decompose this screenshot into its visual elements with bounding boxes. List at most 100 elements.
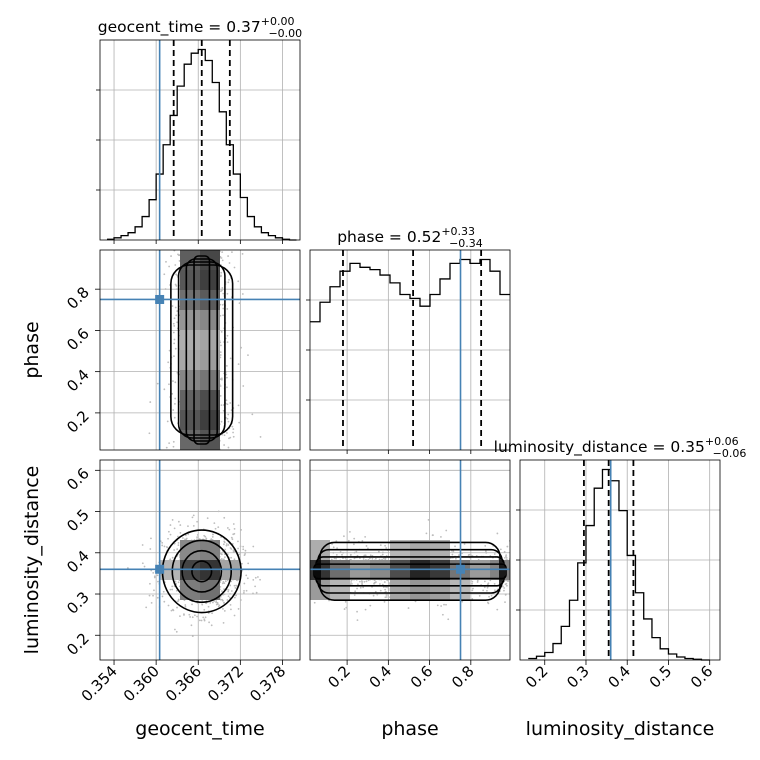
sample-point — [152, 594, 154, 597]
sample-point — [225, 364, 228, 367]
sample-point — [173, 342, 176, 345]
sample-point — [225, 544, 228, 547]
sample-point — [427, 519, 430, 521]
sample-point — [225, 373, 228, 376]
sample-point — [332, 546, 335, 549]
sample-point — [223, 434, 226, 437]
sample-point — [204, 616, 207, 619]
sample-point — [387, 589, 390, 591]
sample-point — [382, 557, 385, 560]
sample-point — [355, 550, 358, 553]
sample-point — [226, 292, 229, 295]
sample-point — [242, 545, 245, 548]
sample-point — [224, 580, 227, 583]
sample-point — [227, 446, 230, 449]
tick-label-x-phase: 0.2 — [324, 662, 354, 692]
sample-point — [379, 589, 382, 592]
sample-point — [237, 547, 240, 550]
sample-point — [381, 553, 384, 556]
sample-point — [165, 546, 168, 548]
sample-point — [215, 600, 218, 602]
sample-point — [153, 576, 156, 579]
sample-point — [225, 543, 228, 545]
sample-point — [174, 283, 177, 286]
sample-point — [225, 376, 228, 379]
sample-point — [221, 553, 223, 556]
sample-point — [231, 425, 234, 428]
truth-marker — [456, 564, 466, 574]
sample-point — [240, 528, 243, 531]
sample-point — [484, 550, 487, 553]
contour-0 — [193, 255, 211, 445]
density-cell — [180, 390, 200, 410]
sample-point — [336, 547, 339, 550]
contour-3 — [319, 541, 501, 602]
contour-2 — [177, 261, 226, 439]
sample-point — [220, 377, 223, 380]
sample-point — [169, 588, 172, 591]
sample-point — [222, 314, 224, 317]
sample-point — [375, 581, 377, 583]
sample-point — [170, 609, 173, 612]
contour-2 — [317, 548, 503, 594]
sample-point — [229, 584, 232, 587]
density-cell — [180, 270, 200, 290]
sample-point — [471, 580, 474, 583]
sample-point — [161, 544, 164, 547]
sample-point — [458, 554, 460, 556]
sample-point — [240, 346, 242, 349]
sample-point — [179, 531, 182, 534]
sample-point — [352, 543, 355, 546]
sample-point — [233, 614, 236, 617]
panel-title-phase: phase = 0.52+0.33 −0.34 — [337, 225, 483, 250]
sample-point — [342, 551, 344, 554]
sample-point — [162, 590, 165, 593]
sample-point — [221, 582, 224, 585]
sample-point — [206, 517, 209, 520]
sample-point — [488, 595, 490, 598]
sample-point — [387, 594, 390, 596]
sample-point — [358, 580, 361, 583]
tick-label-x-phase: 0.4 — [366, 662, 396, 692]
sample-point — [447, 618, 450, 621]
sample-point — [233, 558, 236, 561]
sample-point — [499, 548, 502, 551]
sample-point — [203, 534, 206, 537]
title-lower-error: −0.06 — [713, 447, 747, 460]
sample-point — [333, 557, 336, 560]
sample-point — [363, 580, 366, 583]
sample-point — [232, 549, 235, 552]
sample-point — [173, 355, 175, 358]
axis-label-x-luminosity_distance: luminosity_distance — [526, 718, 715, 740]
sample-point — [213, 522, 216, 525]
sample-point — [384, 596, 387, 599]
tick-label-x-geocent_time: 0.360 — [120, 662, 163, 705]
sample-point — [494, 589, 496, 592]
tick-label-x-geocent_time: 0.366 — [162, 662, 205, 705]
sample-point — [219, 354, 222, 356]
sample-point — [501, 585, 504, 588]
sample-point — [242, 385, 245, 387]
sample-point — [233, 532, 236, 535]
sample-point — [356, 610, 358, 613]
sample-point — [432, 534, 434, 537]
sample-point — [177, 520, 180, 523]
sample-point — [211, 601, 214, 604]
contour-0 — [313, 563, 507, 580]
sample-point — [241, 252, 244, 255]
sample-point — [167, 361, 170, 364]
sample-point — [220, 290, 222, 293]
sample-point — [173, 549, 176, 551]
sample-point — [226, 417, 229, 420]
sample-point — [229, 547, 232, 549]
sample-point — [227, 589, 230, 591]
sample-point — [223, 610, 226, 612]
sample-point — [226, 386, 228, 389]
tick-label-y-phase: 0.2 — [63, 407, 93, 437]
sample-point — [163, 388, 166, 391]
sample-point — [374, 557, 377, 560]
sample-point — [452, 550, 455, 553]
tick-label-x-phase: 0.6 — [407, 662, 437, 692]
sample-point — [152, 571, 155, 574]
sample-point — [220, 558, 223, 560]
